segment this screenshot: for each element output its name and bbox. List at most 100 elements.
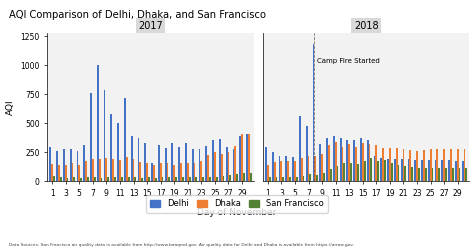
Bar (241, 134, 243, 181)
Bar (267, 165, 269, 181)
Bar (76, 151, 78, 181)
Bar (94, 177, 96, 181)
Bar (343, 164, 345, 181)
Y-axis label: AQI: AQI (6, 99, 15, 115)
Bar (364, 161, 365, 181)
Bar (228, 152, 229, 181)
Bar (335, 142, 337, 181)
Bar (301, 158, 302, 181)
Bar (199, 149, 201, 181)
Bar (355, 147, 357, 181)
Bar (90, 93, 92, 181)
Bar (49, 147, 51, 181)
Bar (92, 159, 94, 181)
Bar (353, 140, 355, 181)
Bar (214, 152, 216, 181)
Bar (137, 138, 139, 181)
Bar (121, 177, 123, 181)
Bar (166, 164, 168, 181)
Bar (401, 159, 402, 181)
Bar (173, 165, 175, 181)
Bar (229, 175, 231, 181)
Bar (306, 126, 308, 181)
Bar (459, 168, 460, 181)
Bar (65, 165, 67, 181)
Bar (139, 162, 141, 181)
Bar (346, 140, 348, 181)
Bar (85, 161, 87, 181)
Bar (148, 177, 150, 181)
Title: 2017: 2017 (138, 21, 163, 30)
Bar (337, 166, 338, 181)
Bar (60, 177, 62, 181)
Bar (182, 177, 184, 181)
Bar (99, 159, 100, 181)
Bar (135, 177, 137, 181)
Bar (87, 177, 89, 181)
Bar (119, 160, 121, 181)
Bar (285, 156, 287, 181)
Bar (384, 160, 386, 181)
Bar (160, 163, 162, 181)
Bar (408, 159, 410, 181)
Bar (430, 149, 431, 181)
Bar (380, 158, 382, 181)
Bar (404, 166, 406, 181)
Bar (195, 177, 197, 181)
Bar (194, 164, 195, 181)
Bar (292, 157, 294, 181)
Bar (168, 177, 170, 181)
Bar (369, 144, 371, 181)
Bar (236, 174, 238, 181)
Bar (58, 165, 60, 181)
Bar (153, 165, 155, 181)
Bar (80, 178, 82, 181)
Bar (464, 149, 465, 181)
Bar (452, 168, 454, 181)
Bar (114, 177, 116, 181)
Bar (360, 138, 362, 181)
Bar (141, 178, 143, 181)
Bar (72, 164, 73, 181)
Bar (239, 136, 241, 181)
Bar (100, 178, 102, 181)
Bar (67, 178, 68, 181)
Bar (310, 174, 311, 181)
Bar (187, 164, 189, 181)
Bar (126, 157, 128, 181)
Bar (321, 153, 323, 181)
Bar (455, 161, 457, 181)
Bar (219, 139, 221, 181)
Bar (341, 147, 343, 181)
Bar (333, 136, 335, 181)
Bar (70, 149, 72, 181)
Bar (375, 145, 377, 181)
Bar (212, 140, 214, 181)
Bar (265, 147, 267, 181)
Bar (308, 156, 310, 181)
Bar (391, 164, 392, 181)
Bar (112, 159, 114, 181)
Bar (328, 145, 330, 181)
Bar (396, 148, 398, 181)
Bar (97, 65, 99, 181)
Bar (387, 159, 389, 181)
Bar (448, 160, 450, 181)
Bar (443, 149, 445, 181)
Bar (418, 168, 420, 181)
Text: Data Sources: San Francisco air quality data is available from http://www.baaqmd: Data Sources: San Francisco air quality … (9, 243, 355, 247)
Bar (158, 145, 160, 181)
Bar (104, 90, 106, 181)
Bar (234, 146, 236, 181)
Bar (445, 168, 447, 181)
Bar (402, 149, 404, 181)
Bar (279, 156, 281, 181)
Bar (330, 169, 332, 181)
Bar (312, 44, 314, 181)
Bar (319, 144, 321, 181)
Bar (367, 140, 369, 181)
Bar (133, 159, 135, 181)
Bar (207, 155, 209, 181)
Bar (275, 177, 277, 181)
Bar (437, 149, 438, 181)
